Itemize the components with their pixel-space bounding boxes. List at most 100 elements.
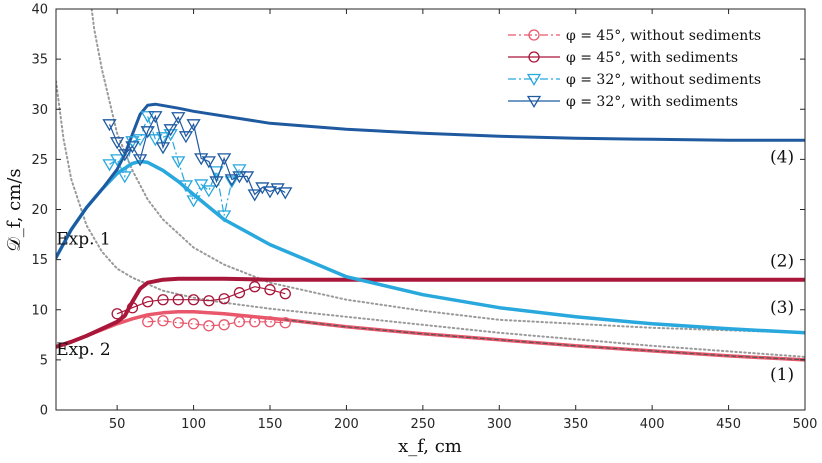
data-point	[279, 317, 291, 329]
data-point	[140, 111, 155, 124]
data-point	[264, 316, 276, 328]
data-point	[110, 137, 125, 150]
data-point	[186, 119, 201, 132]
legend-marker	[528, 51, 540, 63]
data-point	[249, 281, 261, 293]
y-tick-label: 10	[31, 303, 48, 318]
legend: φ = 45°, without sediments φ = 45°, with …	[508, 28, 761, 110]
y-tick-label: 35	[31, 53, 48, 68]
data-point	[155, 142, 171, 155]
x-tick-label: 100	[181, 417, 206, 432]
legend-label: φ = 32°, without sediments	[566, 72, 761, 88]
model-curve-4-32-with-sediments	[56, 102, 805, 260]
x-tick-label: 50	[109, 417, 126, 432]
x-tick-label: 450	[716, 417, 741, 432]
legend-item-32-without-sediments: φ = 32°, without sediments	[508, 72, 761, 88]
data-point	[110, 154, 125, 167]
data-point	[186, 195, 201, 208]
data-point	[249, 316, 261, 328]
model-curve-1-45-with-sediments	[284, 319, 805, 361]
annotation-exp-2: Exp. 2	[56, 340, 111, 360]
data-point	[224, 174, 239, 187]
y-axis-label: 𝒟_f, cm/s	[4, 168, 25, 251]
data-point	[142, 296, 154, 308]
annotation-4: (4)	[770, 147, 794, 167]
series-line	[108, 114, 286, 196]
legend-marker	[526, 73, 542, 86]
y-tick-label: 15	[31, 253, 48, 268]
data-point	[264, 284, 276, 296]
y-tick-label: 40	[31, 3, 48, 18]
annotation-exp-1: Exp. 1	[56, 230, 111, 250]
y-tick-label: 25	[31, 153, 48, 168]
legend-label: φ = 45°, with sediments	[566, 50, 738, 66]
legend-item-45-without-sediments: φ = 45°, without sediments	[508, 28, 761, 44]
legend-label: φ = 32°, with sediments	[566, 94, 738, 110]
data-point	[279, 288, 291, 300]
x-tick-label: 500	[793, 417, 818, 432]
data-point	[201, 156, 216, 169]
data-point	[117, 171, 132, 184]
legend-marker	[528, 29, 540, 41]
annotation-3: (3)	[770, 298, 794, 318]
model-curve-2-45-with-sediments	[56, 276, 805, 349]
annotation-1: (1)	[770, 365, 794, 385]
data-point	[232, 164, 247, 177]
data-point	[148, 111, 163, 124]
y-tick-label: 20	[31, 203, 48, 218]
x-tick-label: 400	[640, 417, 665, 432]
data-point	[194, 179, 209, 192]
data-point	[217, 210, 232, 223]
data-point	[140, 126, 155, 139]
y-tick-label: 30	[31, 103, 48, 118]
data-point	[102, 159, 117, 172]
legend-item-45-with-sediments: φ = 45°, with sediments	[508, 50, 738, 66]
data-point	[157, 315, 169, 327]
data-point	[209, 176, 224, 189]
data-point	[203, 320, 215, 332]
data-point	[163, 124, 178, 137]
data-point	[247, 189, 262, 202]
series-32-with-sediments	[102, 111, 293, 202]
series-45-with-sediments	[111, 281, 291, 320]
data-point	[233, 287, 246, 299]
data-point	[278, 187, 293, 200]
data-point	[126, 302, 139, 314]
data-point	[232, 171, 247, 184]
legend-item-32-with-sediments: φ = 32°, with sediments	[508, 94, 738, 110]
data-point	[262, 186, 278, 199]
annotation-2: (2)	[770, 252, 794, 272]
y-tick-label: 0	[40, 404, 48, 419]
data-point	[171, 112, 186, 125]
reference-curve-dotted-decay-1	[90, 9, 805, 334]
x-tick-label: 250	[410, 417, 435, 432]
x-tick-label: 300	[487, 417, 512, 432]
data-point	[142, 316, 154, 328]
data-point	[132, 134, 148, 147]
x-tick-label: 150	[258, 417, 283, 432]
data-point	[217, 153, 232, 166]
x-tick-label: 200	[334, 417, 359, 432]
data-point	[102, 119, 117, 132]
data-point	[117, 149, 132, 162]
data-point	[203, 295, 215, 307]
data-point	[218, 319, 230, 331]
data-point	[172, 294, 184, 306]
series-line	[147, 320, 286, 327]
plot-background	[56, 9, 805, 410]
data-point	[187, 318, 200, 330]
data-point	[201, 185, 216, 198]
data-point	[178, 131, 194, 144]
x-axis-label: x_f, cm	[398, 436, 462, 457]
legend-marker	[526, 95, 542, 108]
data-point	[155, 132, 171, 145]
series-line	[116, 286, 286, 315]
data-point	[125, 141, 140, 154]
data-point	[148, 134, 163, 147]
data-point	[178, 180, 194, 193]
data-point	[239, 171, 255, 184]
x-tick-label: 350	[563, 417, 588, 432]
series-45-without-sediments	[142, 315, 291, 332]
data-point	[172, 317, 184, 329]
